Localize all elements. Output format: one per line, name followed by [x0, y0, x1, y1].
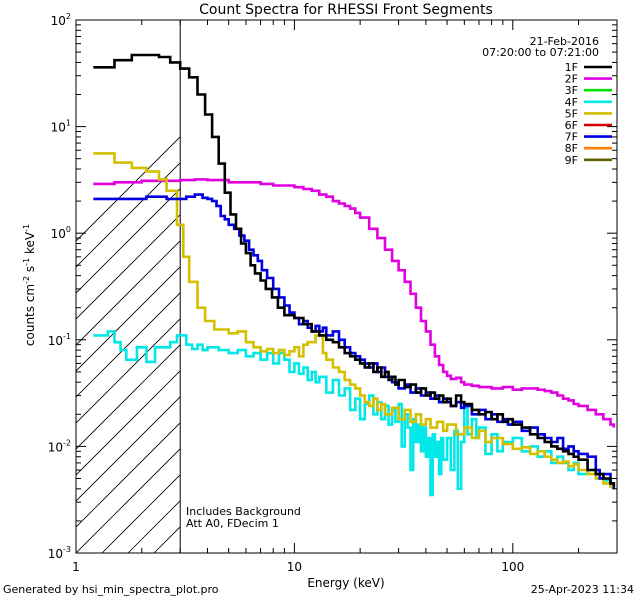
- series-line-4F: [93, 330, 616, 497]
- x-tick-label: 10: [287, 560, 302, 574]
- footer-generated-by: Generated by hsi_min_spectra_plot.pro: [3, 583, 219, 596]
- legend-label: 9F: [565, 154, 578, 167]
- legend-label: 8F: [565, 142, 578, 155]
- y-tick-label: 10-2: [48, 438, 71, 454]
- series-lines: [93, 53, 616, 497]
- x-axis-label: Energy (keV): [307, 576, 384, 590]
- y-tick-label: 10-3: [48, 545, 71, 561]
- chart-title: Count Spectra for RHESSI Front Segments: [199, 2, 493, 18]
- hatch-line: [76, 136, 181, 242]
- hatch-line: [76, 396, 181, 502]
- hatch-line: [76, 214, 181, 320]
- hatch-line: [76, 240, 181, 346]
- chart-date: 21-Feb-2016: [530, 35, 599, 48]
- legend-label: 4F: [565, 96, 578, 109]
- legend-label: 3F: [565, 84, 578, 97]
- hatch-line: [101, 474, 181, 553]
- hatch-line: [622, 20, 640, 553]
- x-axis: 1 10 100: [72, 20, 618, 574]
- hatch-line: [76, 370, 181, 476]
- x-tick-label: 1: [72, 560, 80, 574]
- hatch-line: [76, 162, 181, 268]
- y-tick-label: 100: [51, 225, 71, 241]
- hatch-line: [76, 188, 181, 294]
- y-tick-label: 102: [51, 12, 71, 28]
- series-line-5F: [93, 152, 616, 489]
- legend-label: 6F: [565, 119, 578, 132]
- legend-label: 5F: [565, 107, 578, 120]
- legend-label: 2F: [565, 73, 578, 86]
- y-tick-label: 10-1: [48, 332, 71, 348]
- series-line-1F: [93, 53, 616, 487]
- x-tick-label: 100: [501, 560, 524, 574]
- y-axis-label: counts cm-2 s-1 keV-1: [22, 224, 37, 346]
- hatch-line: [76, 448, 181, 553]
- hatch-line: [466, 20, 640, 553]
- chart-time-range: 07:20:00 to 07:21:00: [482, 46, 599, 59]
- hatch-line: [76, 292, 181, 398]
- hatch-line: [76, 422, 181, 528]
- hatch-line: [76, 318, 181, 424]
- y-tick-label: 101: [51, 119, 71, 135]
- legend-label: 7F: [565, 131, 578, 144]
- y-axis: 10-3 10-2 10-1 100 101 102: [48, 12, 617, 561]
- footer-timestamp: 25-Apr-2023 11:34: [530, 583, 634, 596]
- annotation-background: Includes Background: [186, 505, 301, 518]
- series-line-2F: [93, 178, 616, 428]
- annotation-attenuator: Att A0, FDecim 1: [186, 517, 279, 530]
- legend-label: 1F: [565, 61, 578, 74]
- hatch-line: [76, 266, 181, 372]
- plot-frame: [75, 19, 618, 554]
- hatched-excluded-region: [76, 20, 640, 553]
